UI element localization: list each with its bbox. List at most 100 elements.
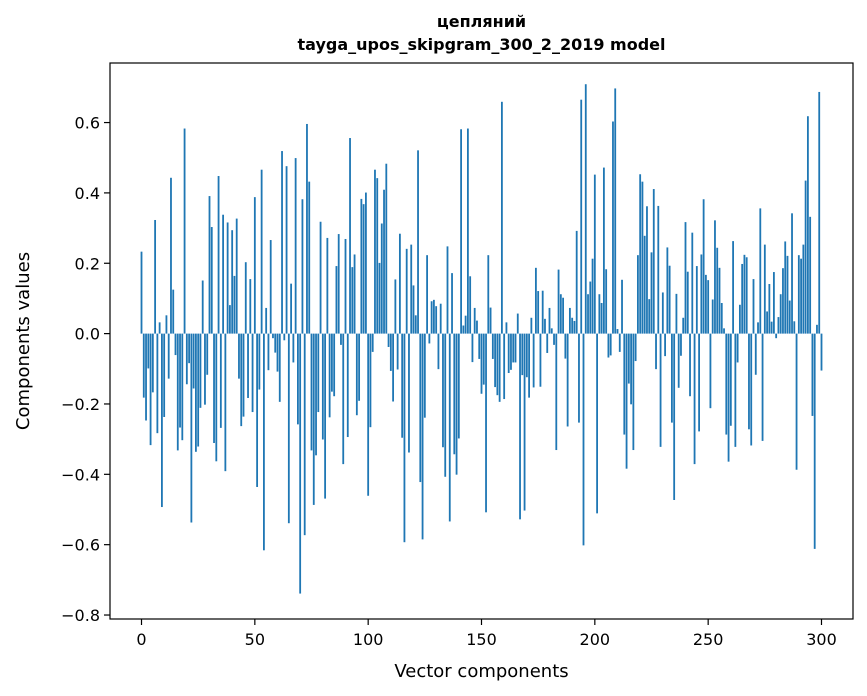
- bar: [448, 333, 451, 522]
- bar: [158, 322, 161, 334]
- bar: [512, 333, 515, 363]
- bar: [804, 180, 807, 334]
- bar: [652, 189, 655, 334]
- x-tick-label: 0: [136, 630, 146, 649]
- bar: [428, 333, 431, 344]
- bar: [720, 303, 723, 334]
- bar: [675, 293, 678, 334]
- bar: [471, 333, 474, 363]
- bar: [208, 196, 211, 334]
- bar: [775, 333, 778, 339]
- bar: [782, 268, 784, 334]
- bar: [704, 274, 707, 334]
- bar: [292, 333, 295, 363]
- bar: [544, 318, 546, 334]
- bar: [253, 197, 256, 334]
- bar: [816, 324, 818, 334]
- bar: [204, 333, 206, 405]
- bar: [559, 294, 562, 334]
- bar: [263, 333, 265, 551]
- bar: [217, 176, 220, 334]
- bar: [700, 254, 703, 334]
- bar: [600, 303, 603, 334]
- bar: [725, 333, 728, 435]
- bar: [793, 321, 796, 334]
- bar: [276, 333, 279, 372]
- bar: [426, 255, 428, 334]
- bar: [587, 294, 589, 334]
- bar: [260, 169, 263, 334]
- bar: [294, 158, 297, 334]
- bar: [412, 285, 415, 334]
- bar: [140, 251, 143, 334]
- bar: [274, 333, 277, 353]
- bar: [417, 150, 419, 334]
- bar: [555, 333, 558, 451]
- bar: [163, 333, 166, 417]
- bar: [326, 237, 329, 334]
- bar: [188, 333, 191, 364]
- bar: [353, 254, 356, 334]
- bar: [190, 333, 193, 523]
- bar: [151, 333, 154, 393]
- bar: [750, 333, 753, 446]
- bar: [797, 255, 800, 334]
- bar: [655, 333, 657, 370]
- bar: [342, 333, 345, 465]
- bar: [578, 333, 580, 423]
- bar: [308, 181, 311, 334]
- y-tick-label: 0.6: [75, 114, 100, 133]
- bar: [226, 222, 229, 334]
- bar: [564, 333, 567, 359]
- bar: [648, 299, 651, 334]
- bar: [321, 333, 324, 440]
- bar: [607, 333, 610, 358]
- bar: [312, 333, 315, 505]
- x-tick-label: 250: [693, 630, 724, 649]
- bar: [616, 329, 619, 334]
- bar: [324, 333, 327, 499]
- bar: [432, 299, 435, 334]
- bar: [485, 333, 487, 513]
- bar: [451, 273, 453, 334]
- bar: [557, 269, 560, 334]
- bar: [283, 333, 286, 341]
- bar: [258, 333, 261, 390]
- bar: [523, 333, 526, 511]
- bar: [766, 311, 768, 334]
- y-tick-label: 0.0: [75, 325, 100, 344]
- bar: [317, 333, 320, 413]
- x-axis-ticks: 0 50 100 150 200 250 300: [136, 619, 837, 649]
- bar: [394, 279, 397, 334]
- x-tick-label: 300: [806, 630, 837, 649]
- bar: [661, 292, 664, 334]
- bar: [154, 219, 157, 334]
- bar: [374, 169, 376, 334]
- bar: [779, 294, 782, 334]
- bar: [689, 333, 691, 397]
- bar: [741, 263, 744, 334]
- bar: [172, 289, 175, 334]
- bar: [729, 333, 732, 426]
- bar: [498, 333, 501, 402]
- bar: [437, 333, 440, 370]
- bar: [231, 230, 234, 334]
- y-tick-label: 0.4: [75, 184, 100, 203]
- bar: [714, 220, 716, 334]
- bar: [757, 322, 759, 334]
- bar: [362, 204, 365, 334]
- bar: [222, 214, 225, 334]
- bar: [464, 315, 467, 334]
- bar: [621, 279, 623, 334]
- bar: [358, 333, 361, 401]
- bar: [670, 333, 673, 423]
- bar: [732, 241, 734, 334]
- bar: [630, 333, 632, 405]
- bar: [181, 333, 184, 441]
- bar: [584, 84, 587, 334]
- bar: [297, 333, 299, 425]
- bar: [568, 307, 571, 334]
- bar: [281, 151, 283, 334]
- bar: [233, 275, 236, 334]
- bar: [335, 266, 338, 334]
